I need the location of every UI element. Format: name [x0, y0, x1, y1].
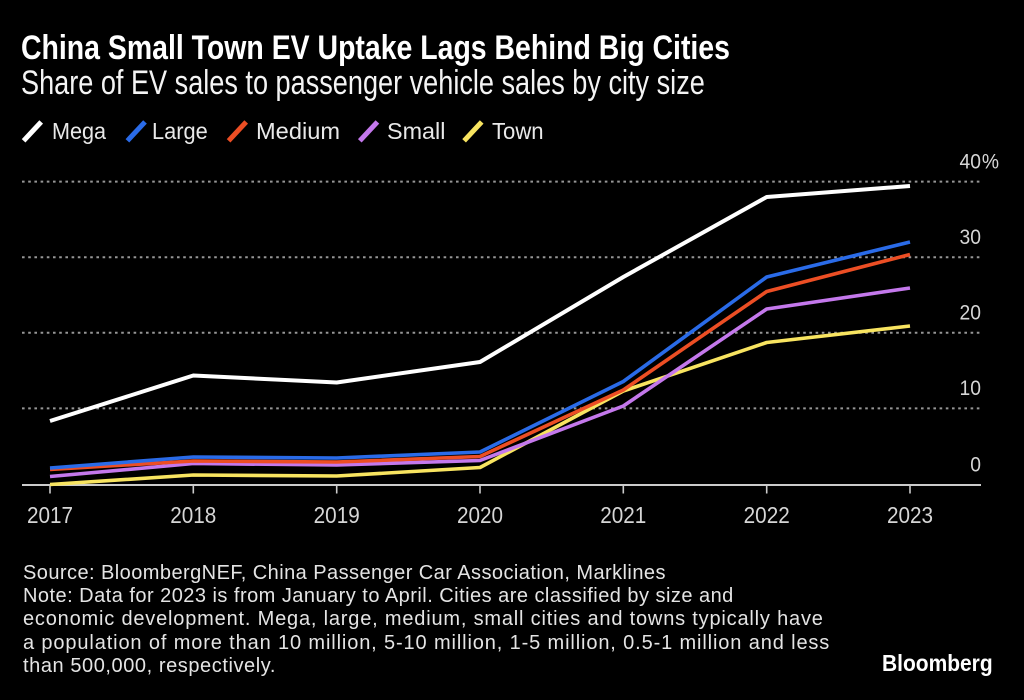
svg-text:2021: 2021 — [600, 502, 646, 528]
svg-text:2020: 2020 — [457, 502, 503, 528]
svg-text:30: 30 — [960, 226, 981, 249]
svg-text:2022: 2022 — [744, 502, 790, 528]
svg-text:20: 20 — [960, 302, 981, 325]
svg-text:0: 0 — [970, 454, 981, 477]
svg-text:2023: 2023 — [887, 502, 933, 528]
svg-text:2018: 2018 — [170, 502, 216, 528]
svg-text:2017: 2017 — [27, 502, 73, 528]
svg-text:10: 10 — [960, 377, 981, 400]
svg-text:2019: 2019 — [314, 502, 360, 528]
svg-text:40: 40 — [960, 151, 981, 174]
svg-text:%: % — [982, 151, 999, 174]
